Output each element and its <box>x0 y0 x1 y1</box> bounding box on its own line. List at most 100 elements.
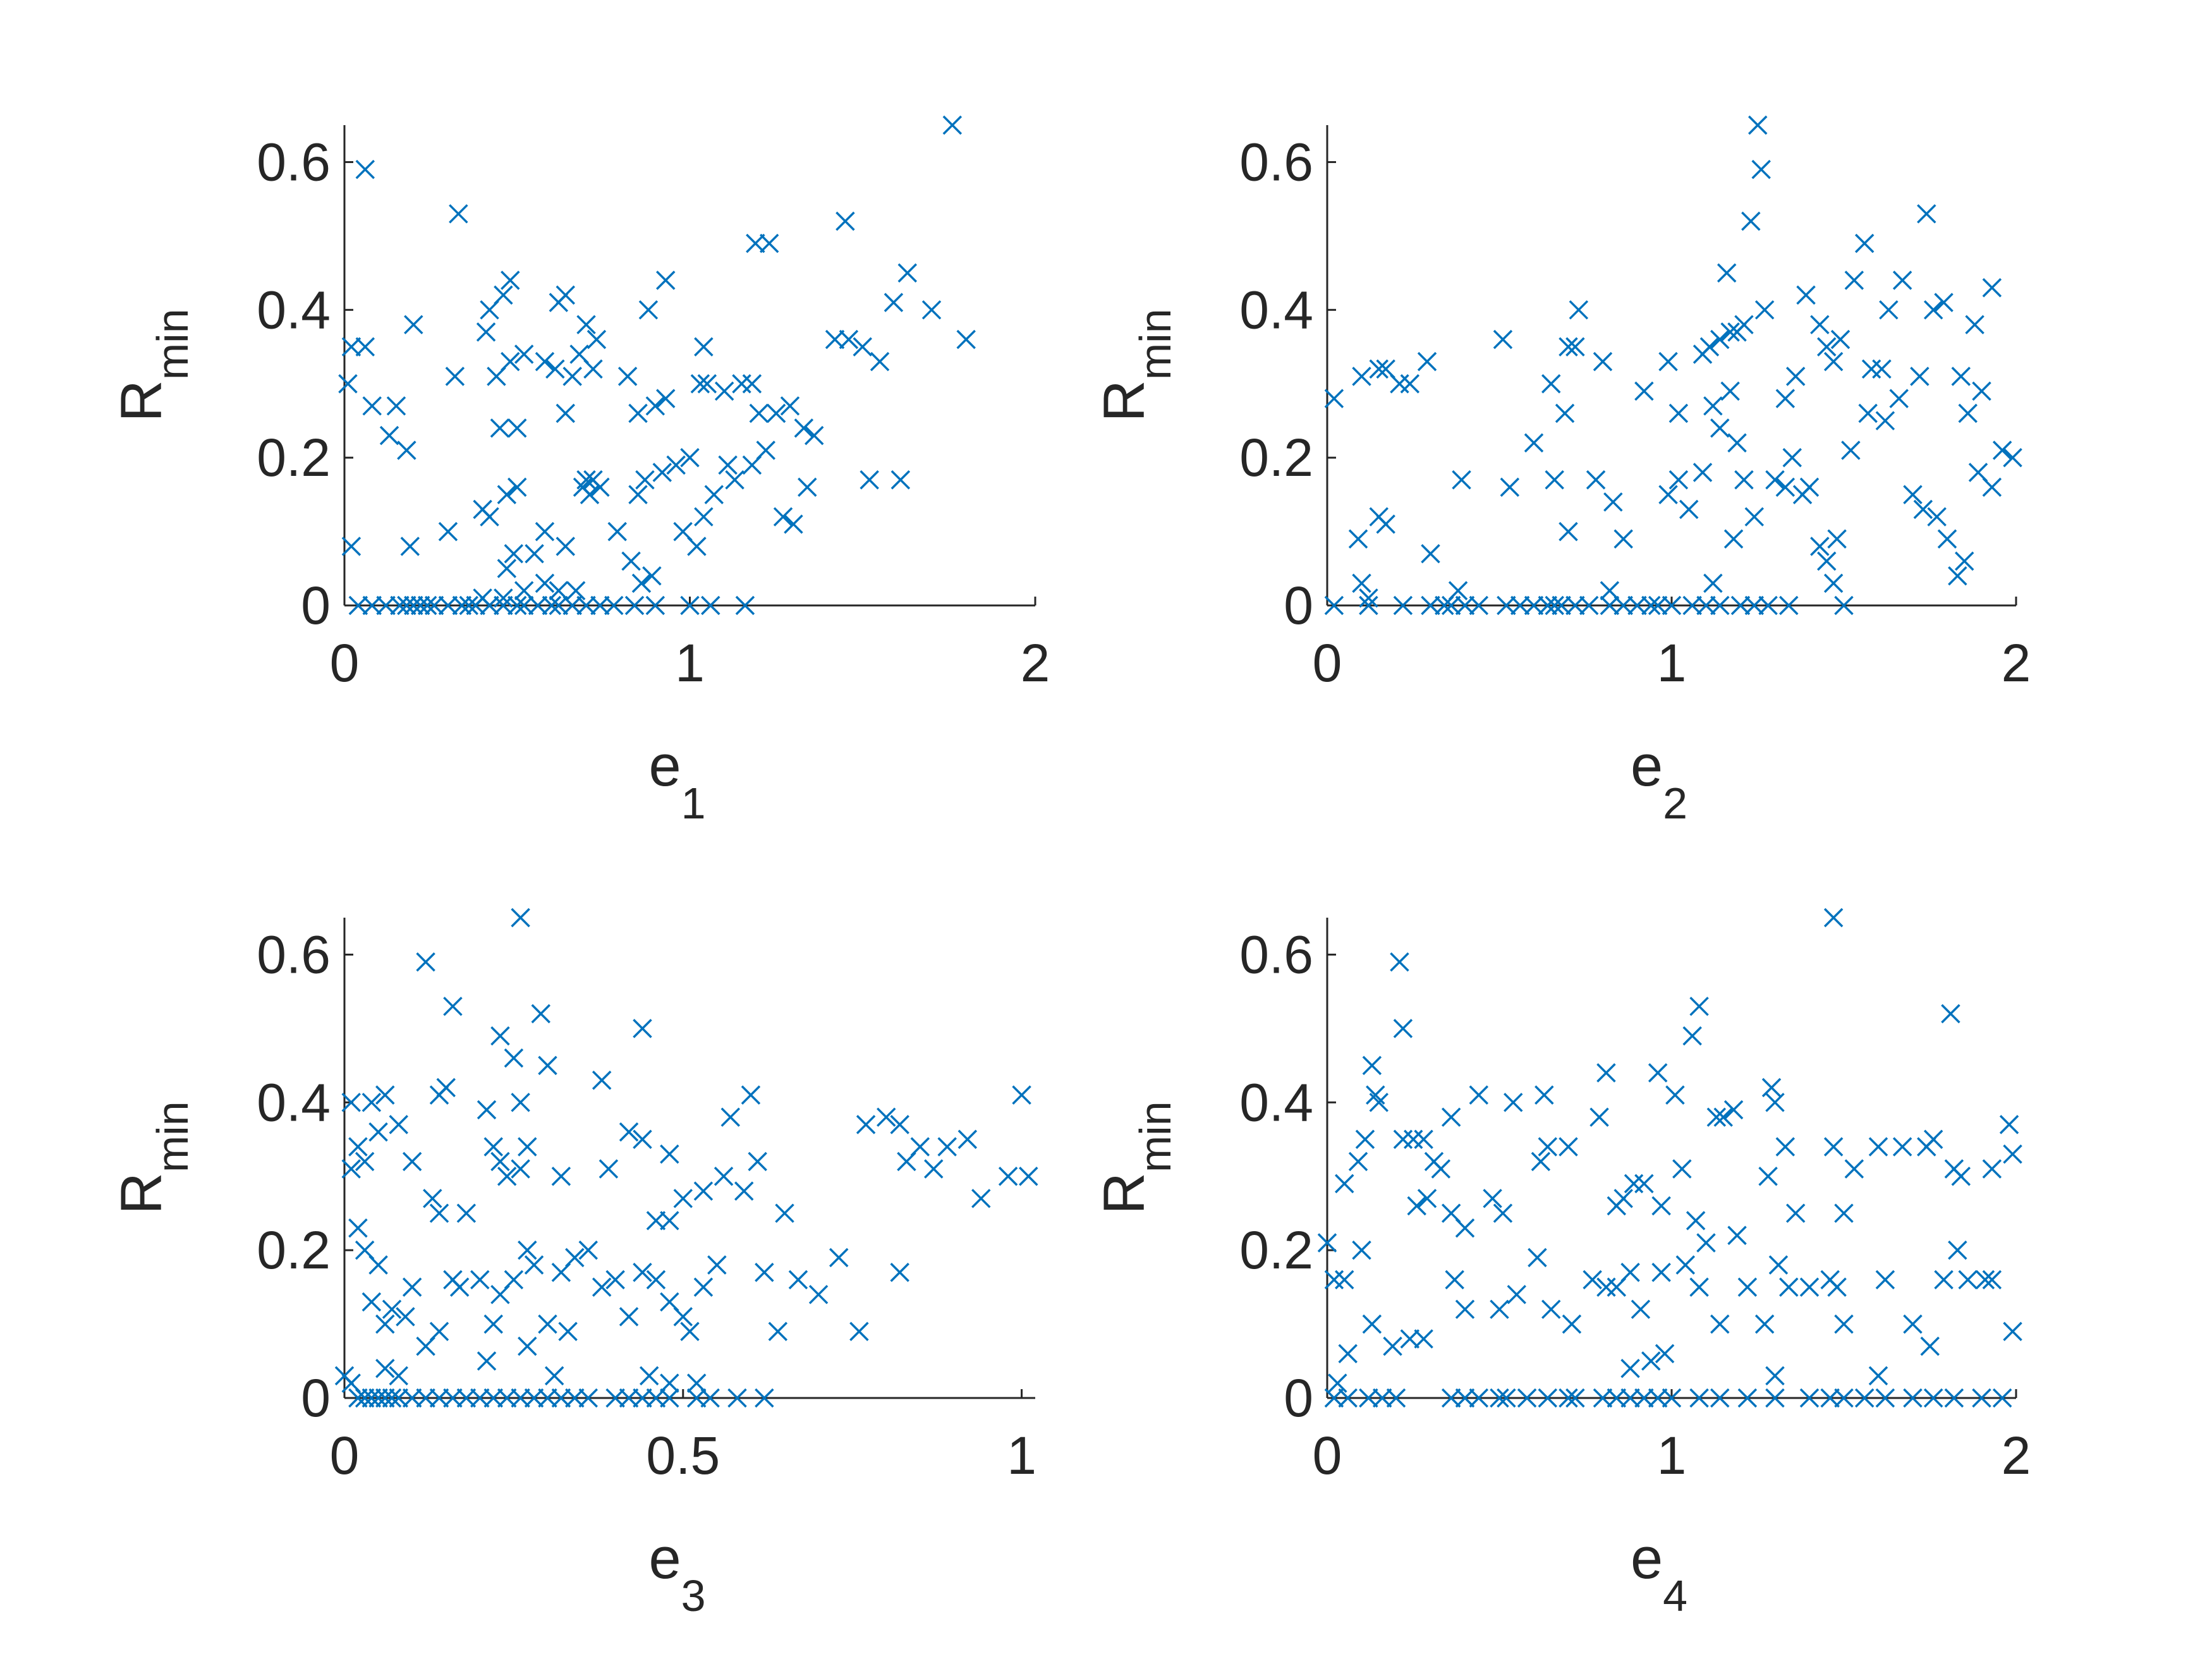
scatter-point <box>1613 529 1633 549</box>
scatter-point <box>438 595 458 616</box>
scatter-point <box>628 403 648 423</box>
scatter-point <box>1682 595 1702 616</box>
scatter-point <box>1555 403 1575 423</box>
y-tick-label: 0.2 <box>1239 428 1313 487</box>
scatter-point <box>507 418 527 438</box>
scatter-point <box>379 425 399 446</box>
scatter-point <box>1817 337 1837 357</box>
scatter-point <box>1507 1285 1526 1304</box>
y-axis-label-sub: min <box>1131 308 1180 380</box>
scatter-point <box>583 359 603 379</box>
scatter-point <box>1754 1314 1775 1334</box>
scatter-point <box>605 1388 625 1408</box>
scatter-point <box>1868 1137 1888 1157</box>
scatter-point <box>1510 595 1530 616</box>
scatter-point <box>1765 1093 1785 1112</box>
scatter-point <box>694 507 714 526</box>
scatter-point <box>924 1159 944 1179</box>
scatter-point <box>1441 595 1461 616</box>
scatter-point <box>1765 470 1785 490</box>
scatter-point <box>341 537 362 556</box>
scatter-point <box>1390 952 1409 972</box>
scatter-point <box>766 403 786 423</box>
scatter-point <box>666 455 686 475</box>
scatter-point <box>504 1048 524 1068</box>
scatter-point <box>619 1307 639 1327</box>
scatter-point <box>1686 1211 1706 1231</box>
scatter-point <box>1972 1388 1991 1408</box>
scatter-point <box>497 1388 517 1408</box>
scatter-point <box>1737 1388 1758 1408</box>
scatter-point <box>1999 1115 2019 1134</box>
scatter-point <box>732 374 751 394</box>
scatter-point <box>1854 233 1875 253</box>
scatter-point <box>480 595 499 616</box>
scatter-point <box>1992 441 2012 460</box>
scatter-point <box>1765 1366 1785 1386</box>
scatter-point <box>1369 359 1389 379</box>
scatter-point <box>1782 447 1802 468</box>
scatter-point <box>417 595 437 616</box>
scatter-point <box>1937 529 1957 549</box>
scatter-point <box>1879 300 1899 320</box>
scatter-point <box>1455 1218 1475 1238</box>
x-tick-label: 0.5 <box>646 1426 720 1485</box>
scatter-point <box>998 1166 1018 1186</box>
y-axis-label-main: R <box>1092 380 1157 422</box>
scatter-point <box>1335 1174 1354 1194</box>
scatter-point <box>424 595 444 616</box>
scatter-point <box>660 1388 679 1408</box>
scatter-point <box>1734 315 1754 334</box>
scatter-point <box>396 1307 415 1327</box>
scatter-point <box>1668 470 1689 490</box>
scatter-point <box>890 470 911 490</box>
scatter-point <box>1875 411 1895 430</box>
scatter-point <box>535 521 555 542</box>
scatter-point <box>1648 1063 1668 1083</box>
scatter-point <box>551 1388 571 1408</box>
scatter-point <box>1641 1351 1661 1371</box>
x-axis-label-main: e <box>648 734 681 798</box>
scatter-point <box>556 285 575 305</box>
scatter-point <box>456 1203 477 1223</box>
x-tick-label: 2 <box>2002 1426 2031 1485</box>
x-tick-label: 2 <box>2002 633 2031 693</box>
scatter-point <box>1431 1159 1451 1179</box>
scatter-point <box>542 595 562 616</box>
scatter-point <box>700 1388 720 1408</box>
scatter-point <box>1579 595 1599 616</box>
scatter-point <box>1699 337 1720 357</box>
scatter-point <box>535 351 555 372</box>
scatter-point <box>578 1388 599 1408</box>
scatter-point <box>402 1152 422 1172</box>
y-axis-label: Rmin <box>1092 1101 1180 1214</box>
scatter-point <box>1352 367 1371 386</box>
scatter-point <box>1810 315 1830 334</box>
y-tick-label: 0.6 <box>1239 925 1313 984</box>
scatter-point <box>477 1100 497 1120</box>
scatter-point <box>470 1388 490 1408</box>
scatter-point <box>1903 485 1923 504</box>
scatter-point <box>1692 463 1713 482</box>
y-axis-label-main: R <box>109 380 174 422</box>
scatter-point <box>1923 1388 1943 1408</box>
scatter-point <box>1823 573 1844 593</box>
scatter-point <box>1359 588 1378 608</box>
scatter-point <box>633 1019 652 1038</box>
scatter-point <box>1955 551 1974 571</box>
scatter-point <box>680 1322 700 1342</box>
y-axis-label-main: R <box>1092 1172 1157 1214</box>
scatter-point <box>1497 1388 1516 1408</box>
scatter-point <box>645 595 665 616</box>
scatter-point <box>1359 1388 1378 1408</box>
scatter-point <box>1710 1388 1730 1408</box>
scatter-point <box>1827 529 1847 549</box>
scatter-point <box>870 351 890 372</box>
scatter-point <box>1545 595 1564 616</box>
scatter-point <box>397 441 416 460</box>
scatter-point <box>504 1270 524 1290</box>
scatter-point <box>436 1078 456 1098</box>
scatter-point <box>942 115 963 135</box>
scatter-point <box>1903 1388 1923 1408</box>
scatter-point <box>1620 1262 1640 1282</box>
